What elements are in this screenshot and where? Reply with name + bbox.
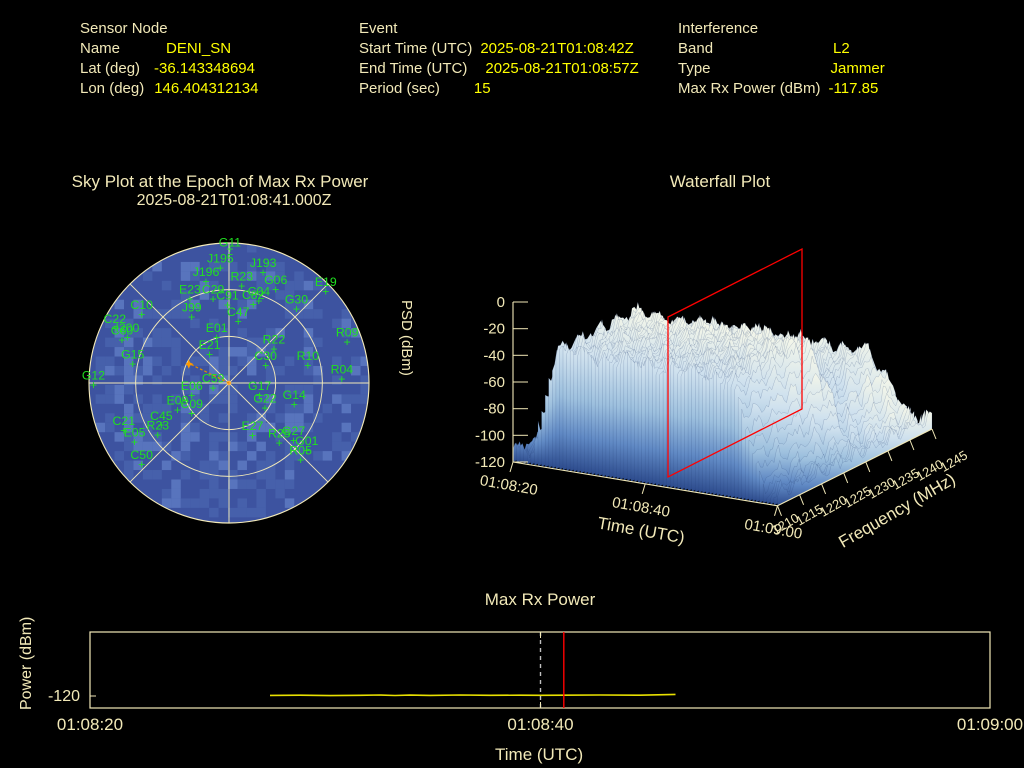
svg-text:-120: -120 xyxy=(48,688,80,705)
svg-text:01:09:00: 01:09:00 xyxy=(957,715,1023,734)
svg-text:01:08:40: 01:08:40 xyxy=(507,715,573,734)
svg-text:01:08:20: 01:08:20 xyxy=(57,715,123,734)
